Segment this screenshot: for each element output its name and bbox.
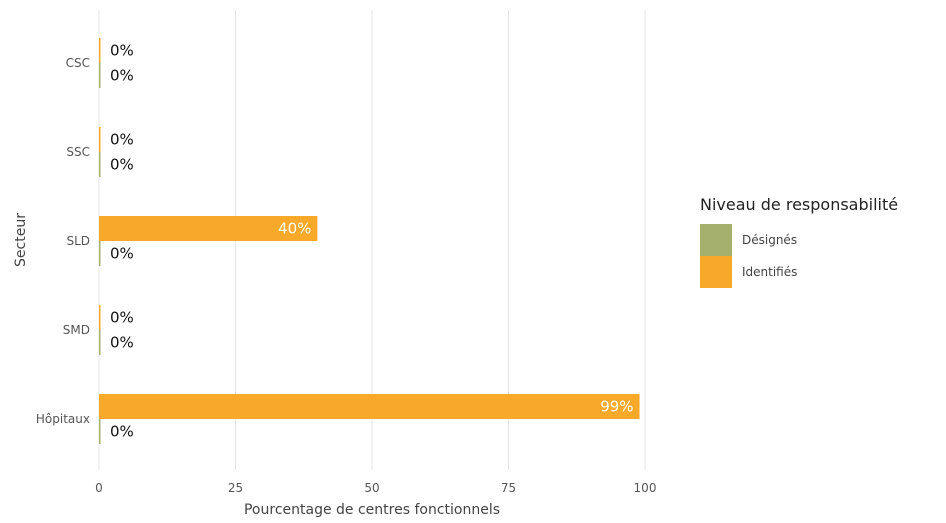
value-label: 40% [278, 220, 311, 238]
legend-title: Niveau de responsabilité [700, 195, 898, 214]
value-label: 0% [110, 131, 134, 149]
x-tick-labels: 0 25 50 75 100 [95, 481, 656, 495]
legend-label: Identifiés [742, 265, 797, 279]
y-tick-label: SLD [66, 234, 90, 248]
y-tick-label: SSC [66, 145, 90, 159]
x-tick-label: 50 [364, 481, 379, 495]
bar [99, 216, 318, 241]
legend-swatch [700, 224, 732, 256]
y-tick-label: CSC [66, 56, 90, 70]
value-label: 0% [110, 67, 134, 85]
value-label: 99% [600, 398, 633, 416]
value-label: 0% [110, 334, 134, 352]
legend: Niveau de responsabilité Désignés Identif… [700, 195, 898, 288]
value-label: 0% [110, 309, 134, 327]
bar [99, 63, 101, 88]
y-tick-label: SMD [63, 323, 90, 337]
legend-label: Désignés [742, 233, 797, 247]
grid-lines [98, 10, 646, 470]
y-tick-labels: CSC SSC SLD SMD Hôpitaux [36, 56, 90, 426]
bar [99, 394, 640, 419]
value-label: 0% [110, 245, 134, 263]
x-tick-label: 0 [95, 481, 103, 495]
x-tick-label: 75 [501, 481, 516, 495]
bar [99, 127, 101, 152]
x-axis-title: Pourcentage de centres fonctionnels [244, 502, 500, 518]
bar [99, 241, 101, 266]
value-labels: 0% 0% 40% 0% 99% 0% 0% 0% 0% 0% [110, 42, 634, 441]
bar [99, 38, 101, 63]
bar [99, 330, 101, 355]
x-tick-label: 100 [634, 481, 657, 495]
value-label: 0% [110, 156, 134, 174]
legend-swatch [700, 256, 732, 288]
bar [99, 419, 101, 444]
bar [99, 305, 101, 330]
y-axis-title: Secteur [13, 213, 29, 267]
value-label: 0% [110, 423, 134, 441]
legend-entries: Désignés Identifiés [700, 224, 797, 288]
y-tick-label: Hôpitaux [36, 412, 90, 426]
value-label: 0% [110, 42, 134, 60]
bars [99, 38, 640, 444]
bar [99, 152, 101, 177]
x-tick-label: 25 [228, 481, 243, 495]
